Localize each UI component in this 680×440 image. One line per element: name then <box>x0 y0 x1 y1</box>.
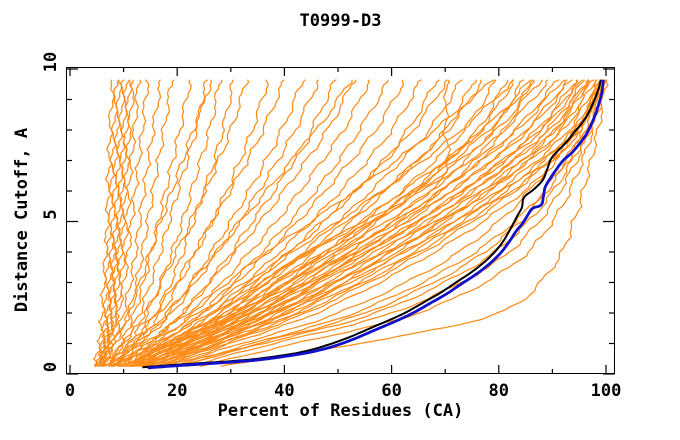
orange-model-curve <box>140 79 583 367</box>
orange-model-curve <box>116 79 515 367</box>
plot-border <box>66 67 615 374</box>
orange-model-curve <box>175 79 603 368</box>
orange-model-curve <box>113 79 495 367</box>
orange-model-curve <box>120 79 370 367</box>
orange-model-curve <box>150 79 590 367</box>
orange-model-curve <box>128 79 389 368</box>
x-axis-label: Percent of Residues (CA) <box>217 401 464 421</box>
y-tick-label: 5 <box>41 209 61 219</box>
orange-model-curve <box>101 79 250 367</box>
orange-model-curve <box>108 79 285 367</box>
orange-model-curve <box>107 79 208 367</box>
orange-model-curve <box>185 79 605 368</box>
orange-model-curve <box>200 79 608 368</box>
orange-model-curve <box>139 79 497 368</box>
orange-model-curve <box>172 79 604 368</box>
orange-model-curve <box>123 79 566 367</box>
orange-model-curve <box>94 79 123 367</box>
orange-model-curve <box>139 79 589 367</box>
x-tick-label: 20 <box>167 381 187 401</box>
orange-model-curve <box>101 79 175 367</box>
chart-title: T0999-D3 <box>299 11 382 31</box>
orange-model-curve <box>168 79 607 367</box>
orange-model-curve <box>123 79 543 367</box>
orange-model-curve <box>110 79 269 367</box>
x-tick-label: 100 <box>591 381 622 401</box>
x-tick-label: 40 <box>274 381 294 401</box>
orange-model-curve <box>101 79 136 367</box>
orange-model-curve <box>158 79 603 368</box>
orange-model-curve <box>137 79 568 367</box>
y-tick-label: 0 <box>41 362 61 372</box>
orange-model-curve <box>107 79 353 367</box>
y-tick-label: 10 <box>41 52 61 72</box>
orange-model-curve <box>117 79 306 367</box>
orange-model-curve <box>112 79 234 368</box>
orange-model-curve <box>118 79 532 368</box>
orange-model-curve <box>121 79 448 367</box>
x-tick-label: 0 <box>65 381 75 401</box>
orange-model-curve <box>150 79 534 367</box>
orange-model-curve <box>129 79 573 367</box>
x-tick-label: 80 <box>489 381 509 401</box>
orange-model-curve <box>176 79 606 368</box>
orange-model-curve <box>118 79 357 367</box>
highlighted-model-blue-curve <box>147 79 605 370</box>
orange-model-curve <box>104 79 192 367</box>
orange-model-curve <box>96 79 213 367</box>
orange-model-curve <box>98 79 126 367</box>
orange-model-curve <box>110 79 319 367</box>
x-tick-label: 60 <box>381 381 401 401</box>
orange-model-curve <box>94 79 150 367</box>
highlighted-model-black-curve <box>142 79 602 369</box>
orange-model-curve <box>131 79 578 368</box>
orange-model-curve <box>220 79 609 368</box>
orange-model-curve <box>127 79 549 367</box>
